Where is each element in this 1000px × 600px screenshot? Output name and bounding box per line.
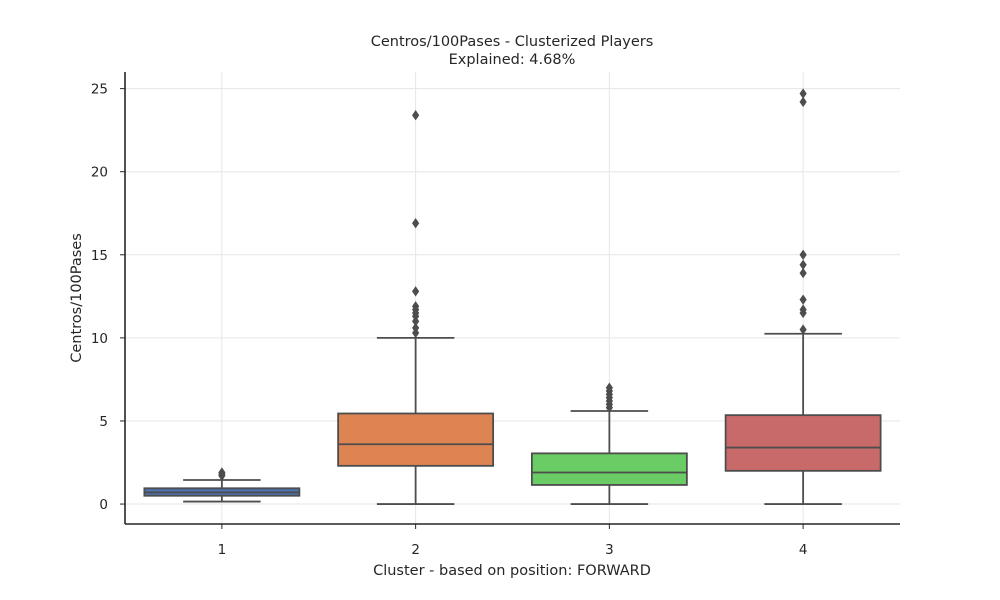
y-ticks: 0 5 10 15 20 25 [91, 82, 125, 513]
outlier-point [799, 324, 807, 335]
x-ticks: 1 2 3 4 [218, 524, 808, 558]
y-axis-label: Centros/100Pases [69, 233, 85, 363]
iqr-box [724, 414, 882, 472]
outlier-point [412, 218, 420, 229]
outlier-point [412, 301, 420, 312]
y-tick-label: 5 [99, 414, 108, 430]
outlier-point [799, 304, 807, 315]
chart-subtitle: Explained: 4.68% [449, 52, 576, 68]
outlier-point [799, 267, 807, 279]
outlier-point [799, 249, 807, 260]
x-tick-label: 4 [799, 542, 808, 558]
x-tick-label: 2 [411, 542, 420, 558]
y-tick-label: 25 [91, 82, 108, 98]
y-tick-label: 10 [91, 331, 108, 347]
y-tick-label: 20 [91, 165, 108, 181]
outlier-point [799, 294, 807, 305]
box-cluster-4 [724, 88, 882, 505]
outlier-point [412, 322, 420, 334]
iqr-box [530, 452, 688, 486]
iqr-box [337, 412, 495, 467]
chart-title: Centros/100Pases - Clusterized Players [371, 34, 654, 50]
x-axis-label: Cluster - based on position: FORWARD [373, 563, 651, 579]
outlier-point [412, 286, 420, 297]
x-tick-label: 3 [605, 542, 614, 558]
outlier-point [218, 467, 226, 478]
box-cluster-2 [337, 110, 495, 505]
outlier-point [799, 259, 807, 270]
outlier-point [799, 88, 807, 99]
box-cluster-1 [143, 467, 301, 503]
x-tick-label: 1 [218, 542, 227, 558]
boxes [143, 88, 882, 505]
y-tick-label: 0 [99, 497, 108, 513]
outlier-point [605, 382, 613, 393]
outlier-point [412, 110, 420, 121]
box-cluster-3 [530, 382, 688, 505]
y-tick-label: 15 [91, 248, 108, 264]
axes [124, 72, 900, 525]
outlier-point [799, 96, 807, 108]
